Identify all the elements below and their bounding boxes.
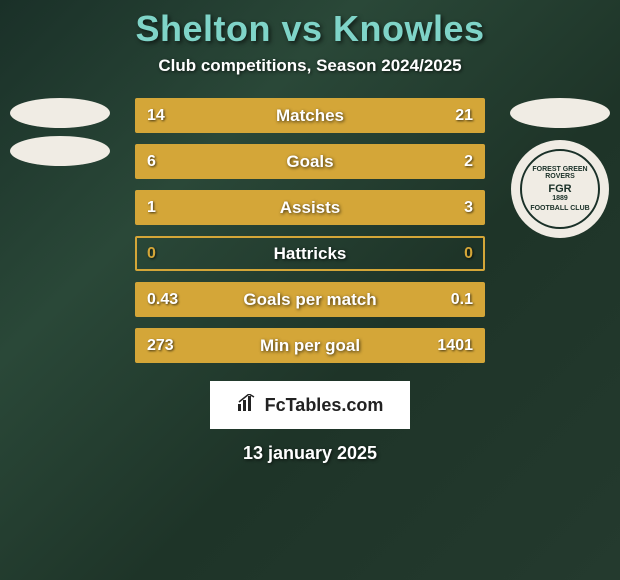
stat-label: Goals per match: [243, 290, 376, 310]
stat-value-right: 1401: [437, 337, 473, 355]
club-badge: FOREST GREEN ROVERS FGR 1889 FOOTBALL CL…: [511, 140, 609, 238]
stat-row: 1 3 Assists: [135, 190, 485, 225]
stat-value-left: 1: [147, 199, 156, 217]
content-wrapper: Shelton vs Knowles Club competitions, Se…: [0, 0, 620, 580]
stat-value-left: 0: [147, 245, 156, 263]
stat-label: Goals: [286, 152, 333, 172]
stat-value-left: 0.43: [147, 291, 178, 309]
stat-value-right: 0: [464, 245, 473, 263]
chart-icon: [237, 394, 259, 417]
right-player-logos: FOREST GREEN ROVERS FGR 1889 FOOTBALL CL…: [510, 98, 610, 238]
left-logo-oval-1: [10, 98, 110, 128]
stat-value-left: 273: [147, 337, 174, 355]
stat-label: Matches: [276, 106, 344, 126]
page-title: Shelton vs Knowles: [0, 8, 620, 50]
stat-label: Assists: [280, 198, 340, 218]
date-label: 13 january 2025: [0, 443, 620, 464]
watermark-text: FcTables.com: [265, 395, 384, 416]
stat-value-right: 0.1: [451, 291, 473, 309]
badge-year: 1889: [552, 195, 568, 203]
badge-top-text: FOREST GREEN ROVERS: [522, 166, 598, 181]
stat-label: Hattricks: [274, 244, 347, 264]
stat-bars: 14 21 Matches 6 2 Goals 1 3 Assists 0 0 Hattricks 0.…: [135, 98, 485, 363]
stat-value-left: 6: [147, 153, 156, 171]
badge-center-text: FGR: [548, 183, 571, 195]
bar-fill-left: [137, 146, 397, 177]
bar-fill-right: [224, 192, 484, 223]
watermark: FcTables.com: [210, 381, 410, 429]
stat-value-left: 14: [147, 107, 165, 125]
left-player-logos: [10, 98, 110, 166]
stat-row: 0 0 Hattricks: [135, 236, 485, 271]
stat-label: Min per goal: [260, 336, 360, 356]
club-badge-inner: FOREST GREEN ROVERS FGR 1889 FOOTBALL CL…: [520, 149, 600, 229]
stat-row: 273 1401 Min per goal: [135, 328, 485, 363]
stat-value-right: 2: [464, 153, 473, 171]
badge-bottom-text: FOOTBALL CLUB: [530, 205, 589, 213]
subtitle: Club competitions, Season 2024/2025: [0, 56, 620, 76]
stats-area: FOREST GREEN ROVERS FGR 1889 FOOTBALL CL…: [0, 98, 620, 363]
stat-value-right: 21: [455, 107, 473, 125]
left-logo-oval-2: [10, 136, 110, 166]
stat-row: 0.43 0.1 Goals per match: [135, 282, 485, 317]
stat-row: 6 2 Goals: [135, 144, 485, 179]
right-logo-oval: [510, 98, 610, 128]
stat-value-right: 3: [464, 199, 473, 217]
stat-row: 14 21 Matches: [135, 98, 485, 133]
